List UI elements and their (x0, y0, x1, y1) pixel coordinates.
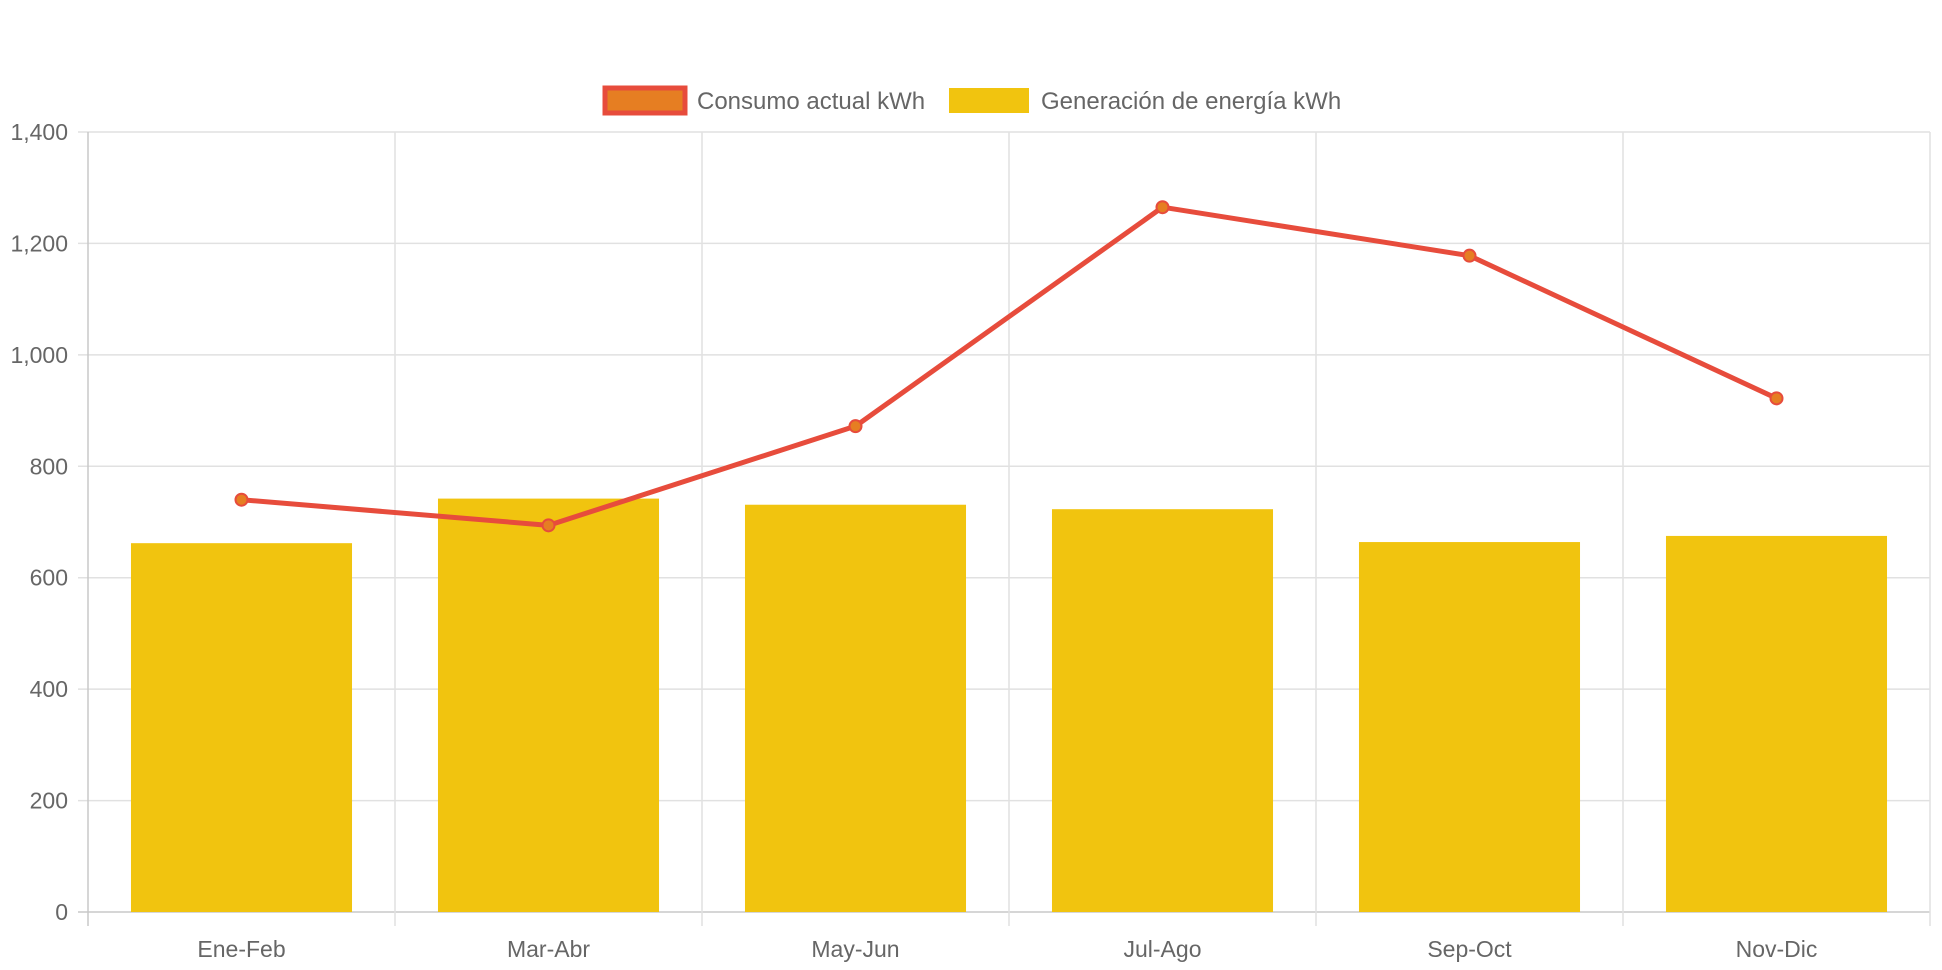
bar-series (130, 498, 1888, 912)
x-tick-label: May-Jun (811, 936, 899, 962)
bar-may-jun[interactable] (744, 504, 967, 912)
line-point-mar-abr[interactable] (541, 518, 556, 533)
bar-sep-oct[interactable] (1358, 542, 1581, 912)
line-point-jul-ago[interactable] (1155, 200, 1170, 215)
line-point-may-jun[interactable] (848, 419, 863, 434)
legend[interactable]: Consumo actual kWh Generación de energía … (602, 85, 1341, 116)
line-point-nov-dic[interactable] (1769, 391, 1784, 406)
x-tick-label: Jul-Ago (1124, 936, 1202, 962)
y-tick-label: 200 (30, 788, 68, 814)
x-tick-label: Mar-Abr (507, 936, 590, 962)
legend-label: Generación de energía kWh (1041, 88, 1341, 115)
x-tick-label: Sep-Oct (1427, 936, 1512, 962)
x-tick-label: Ene-Feb (197, 936, 285, 962)
legend-swatch-generacion (949, 88, 1029, 113)
grid-lines (78, 131, 1931, 926)
y-tick-label: 1,200 (10, 230, 68, 256)
line-point-ene-feb[interactable] (234, 492, 249, 507)
consumo-line (241, 204, 1778, 528)
bar-jul-ago[interactable] (1051, 509, 1274, 912)
line-point-sep-oct[interactable] (1462, 248, 1477, 263)
y-tick-label: 800 (30, 453, 68, 479)
legend-label: Consumo actual kWh (697, 88, 925, 115)
line-series (234, 200, 1784, 533)
y-tick-label: 1,000 (10, 342, 68, 368)
y-tick-label: 1,400 (10, 119, 68, 145)
y-tick-label: 400 (30, 676, 68, 702)
y-tick-label: 0 (55, 899, 68, 925)
bar-nov-dic[interactable] (1665, 535, 1888, 912)
bar-mar-abr[interactable] (437, 498, 660, 912)
x-tick-label: Nov-Dic (1736, 936, 1818, 962)
axes: 0 200 400 600 800 1,000 1,200 1,400 Ene-Feb Mar-A… (10, 119, 1817, 962)
bar-ene-feb[interactable] (130, 543, 353, 912)
y-tick-label: 600 (30, 565, 68, 591)
legend-item[interactable]: Generación de energía kWh (949, 88, 1341, 115)
legend-swatch-consumo (602, 85, 688, 116)
legend-item[interactable]: Consumo actual kWh (602, 85, 925, 116)
